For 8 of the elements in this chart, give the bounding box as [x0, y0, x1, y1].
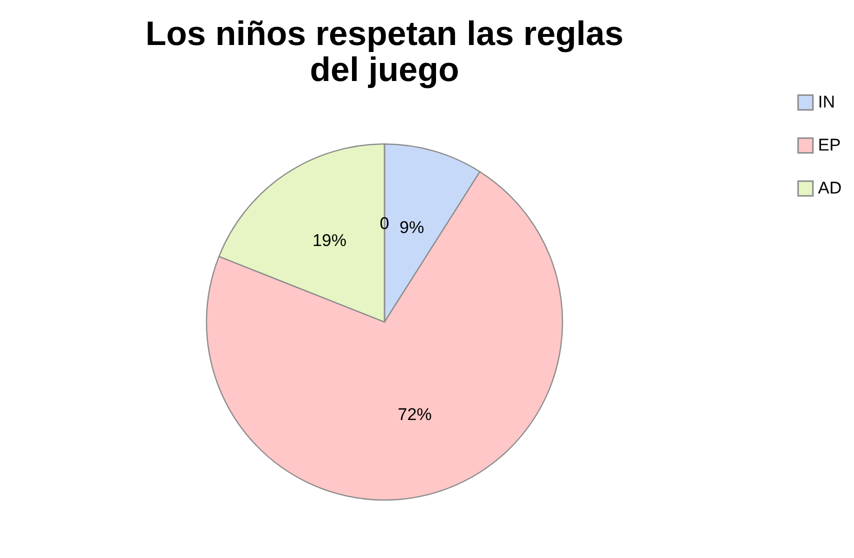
data-label: 72% — [398, 405, 432, 424]
legend-label: EP — [818, 136, 841, 154]
legend-label: IN — [818, 92, 835, 112]
text: 0 — [380, 214, 390, 234]
legend-label: AD — [818, 178, 842, 198]
data-label: 9% — [400, 218, 424, 237]
chart-title: Los niños respetan las reglas del juego — [145, 15, 624, 89]
data-label: 19% — [312, 231, 346, 250]
